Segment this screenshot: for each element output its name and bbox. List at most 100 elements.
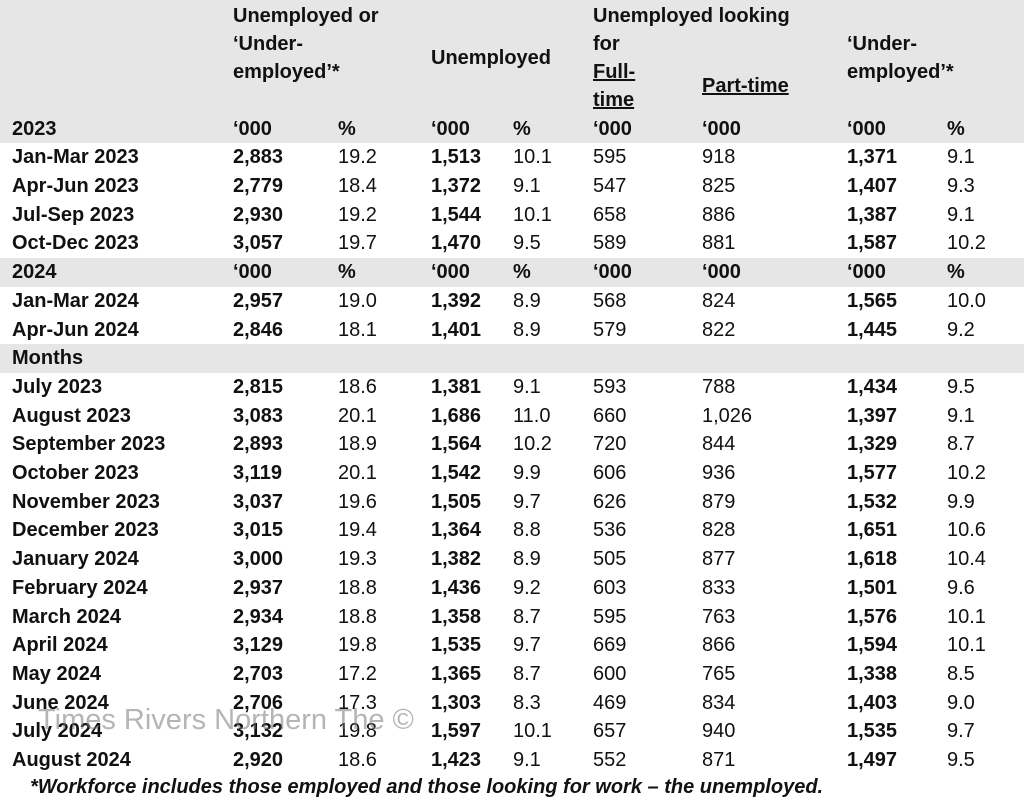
row-label: March 2024 [12,605,121,628]
cell-value: 3,132 [233,720,284,743]
cell-value: 2,957 [233,289,284,312]
row-label: Jul-Sep 2023 [12,203,135,226]
unit-label: % [513,261,531,284]
cell-value: 1,535 [847,720,898,743]
cell-value: 9.7 [513,490,541,513]
section-title: 2024 [12,261,57,284]
cell-value: 2,815 [233,375,284,398]
cell-value: 940 [702,720,736,743]
unit-label: ‘000 [431,261,470,284]
row-label: Oct-Dec 2023 [12,232,139,255]
cell-value: 1,365 [431,662,482,685]
unit-label: % [513,117,531,140]
cell-value: 10.4 [947,548,986,571]
cell-value: 10.1 [513,146,552,169]
cell-value: 1,423 [431,749,482,771]
section-band [0,344,1024,373]
cell-value: 18.4 [338,175,377,197]
cell-value: 600 [593,662,627,685]
unit-label: ‘000 [702,117,741,140]
row-label: September 2023 [12,433,166,456]
cell-value: 1,470 [431,232,482,255]
row-label: December 2023 [12,519,159,542]
cell-value: 3,000 [233,548,284,571]
cell-value: 788 [702,375,736,398]
unit-label: % [338,261,356,284]
cell-value: 765 [702,662,736,685]
header-text: employed’* [847,61,954,83]
cell-value: 1,577 [847,462,898,484]
row-label: Jan-Mar 2023 [12,146,139,169]
unit-label: ‘000 [233,261,272,284]
cell-value: 1,436 [431,576,482,599]
cell-value: 1,392 [431,289,482,312]
cell-value: 18.9 [338,433,377,456]
cell-value: 19.6 [338,490,377,513]
header-text: ‘Under- [847,33,917,55]
cell-value: 547 [593,175,627,197]
cell-value: 1,401 [431,318,482,341]
cell-value: 1,651 [847,519,898,542]
cell-value: 552 [593,749,627,771]
unit-label: % [947,261,965,284]
cell-value: 8.8 [513,519,541,542]
cell-value: 19.7 [338,232,377,255]
row-label: November 2023 [12,490,160,513]
cell-value: 2,934 [233,605,284,628]
cell-value: 1,358 [431,605,482,628]
cell-value: 2,893 [233,433,284,456]
cell-value: 11.0 [513,404,551,427]
cell-value: 1,026 [702,404,753,427]
cell-value: 9.5 [513,232,541,255]
cell-value: 2,930 [233,203,284,226]
section-band [0,258,1024,287]
row-label: July 2024 [12,720,103,743]
cell-value: 18.8 [338,576,377,599]
row-label: October 2023 [12,462,139,484]
cell-value: 10.2 [947,232,986,255]
cell-value: 2,706 [233,691,284,714]
cell-value: 9.7 [947,720,975,743]
cell-value: 9.1 [513,749,541,771]
row-label: Apr-Jun 2024 [12,318,139,341]
unit-label: ‘000 [847,261,886,284]
cell-value: 1,597 [431,720,482,743]
cell-value: 1,364 [431,519,482,542]
cell-value: 19.2 [338,146,377,169]
cell-value: 1,397 [847,404,898,427]
cell-value: 18.6 [338,749,377,771]
header-text: ‘Under- [233,33,303,55]
cell-value: 1,618 [847,548,898,571]
cell-value: 9.7 [513,634,541,657]
cell-value: 595 [593,605,627,628]
cell-value: 10.2 [513,433,552,456]
header-text: Unemployed [431,47,552,69]
cell-value: 469 [593,691,627,714]
cell-value: 536 [593,519,627,542]
cell-value: 833 [702,576,736,599]
cell-value: 1,532 [847,490,898,513]
cell-value: 658 [593,203,627,226]
cell-value: 568 [593,289,627,312]
cell-value: 8.9 [513,548,541,571]
cell-value: 18.1 [338,318,377,341]
cell-value: 10.6 [947,519,986,542]
header-text: Unemployed looking [593,5,790,27]
cell-value: 9.5 [947,749,975,771]
cell-value: 19.8 [338,720,377,743]
unit-label: % [338,117,356,140]
cell-value: 17.2 [338,662,377,685]
cell-value: 1,407 [847,175,898,197]
cell-value: 593 [593,375,627,398]
cell-value: 936 [702,462,736,484]
cell-value: 1,445 [847,318,898,341]
cell-value: 8.5 [947,662,975,685]
cell-value: 1,542 [431,462,482,484]
cell-value: 19.4 [338,519,377,542]
cell-value: 9.1 [513,175,541,197]
cell-value: 9.9 [947,490,975,513]
section-title: 2023 [12,117,57,140]
cell-value: 1,371 [847,146,898,169]
cell-value: 828 [702,519,736,542]
